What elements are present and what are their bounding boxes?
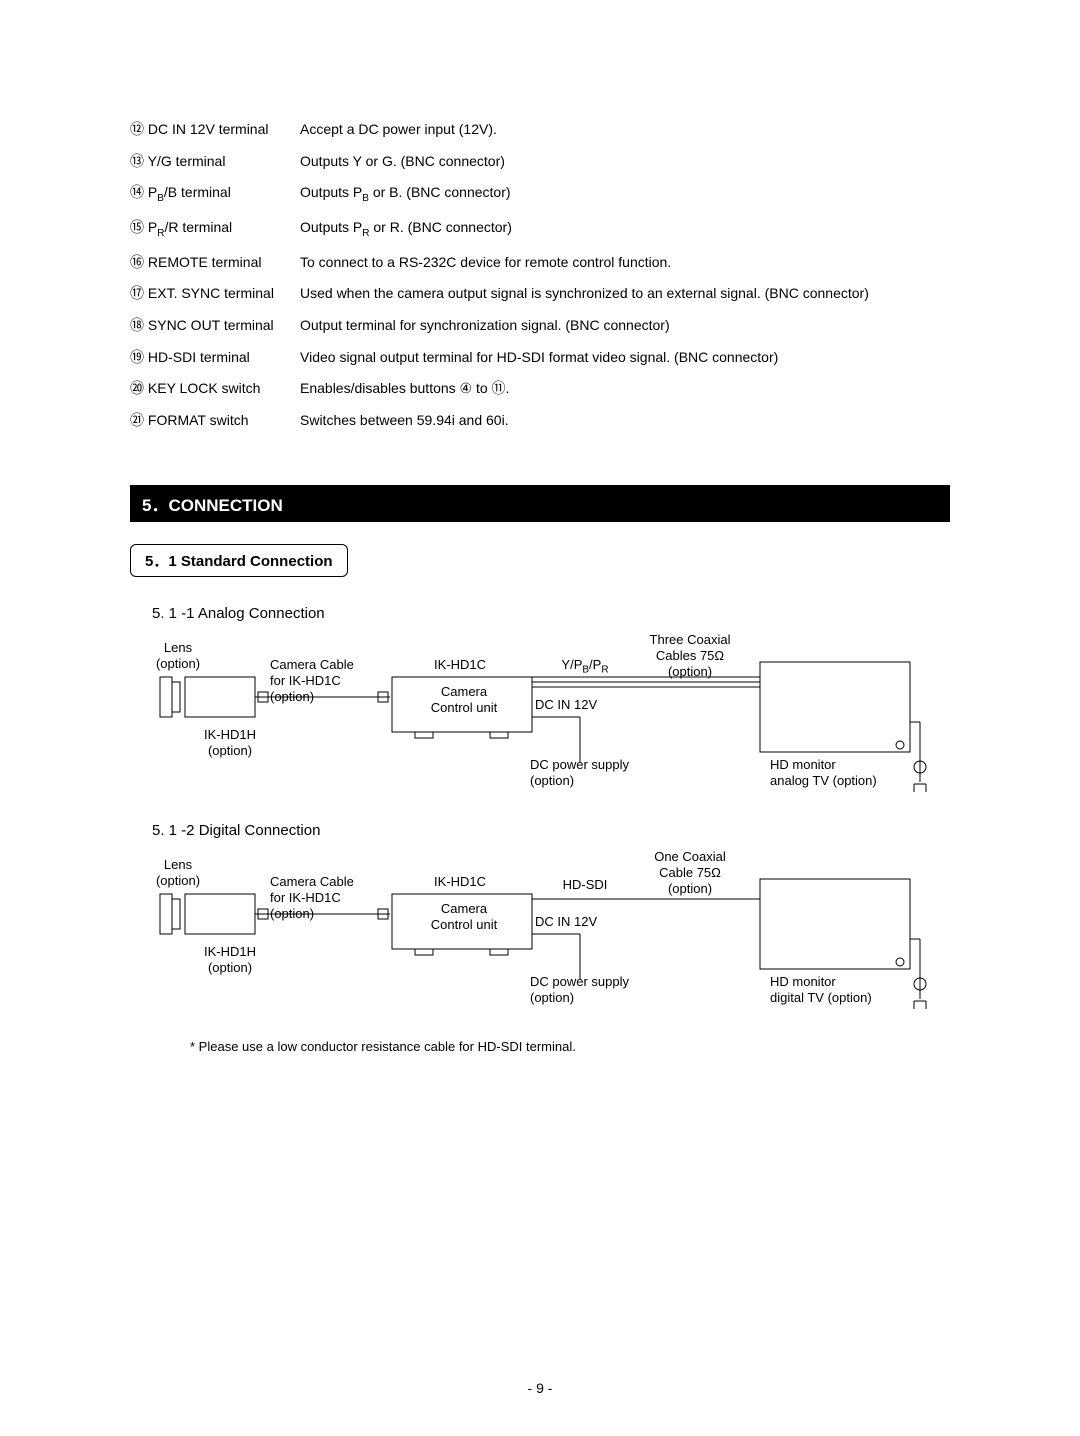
term-name: PR/R terminal	[148, 219, 232, 235]
digital-title: 5. 1 -2 Digital Connection	[152, 822, 950, 839]
term-num: ⑮	[130, 219, 144, 235]
analog-title: 5. 1 -1 Analog Connection	[152, 605, 950, 622]
term-desc: Outputs PB or B. (BNC connector)	[300, 183, 950, 206]
term-desc: To connect to a RS-232C device for remot…	[300, 253, 950, 273]
terminal-list: ⑫ DC IN 12V terminal Accept a DC power i…	[130, 120, 950, 430]
term-name: REMOTE terminal	[148, 254, 262, 270]
term-desc: Outputs Y or G. (BNC connector)	[300, 152, 950, 172]
footnote: * Please use a low conductor resistance …	[190, 1039, 950, 1054]
ccu-sub: CameraControl unit	[414, 684, 514, 715]
term-row: ⑱ SYNC OUT terminal Output terminal for …	[130, 316, 950, 336]
term-name: EXT. SYNC terminal	[148, 285, 274, 301]
term-num: ⑰	[130, 285, 144, 301]
term-desc: Output terminal for synchronization sign…	[300, 316, 950, 336]
term-desc: Outputs PR or R. (BNC connector)	[300, 218, 950, 241]
lens-label: Lens(option)	[148, 857, 208, 888]
dcps-label: DC power supply(option)	[530, 974, 660, 1005]
coax-label: One CoaxialCable 75Ω(option)	[635, 849, 745, 896]
term-row: ㉑ FORMAT switch Switches between 59.94i …	[130, 411, 950, 431]
dcps-label: DC power supply(option)	[530, 757, 660, 788]
term-row: ⑭ PB/B terminal Outputs PB or B. (BNC co…	[130, 183, 950, 206]
monitor-label: HD monitoranalog TV (option)	[770, 757, 920, 788]
head-label: IK-HD1H(option)	[190, 727, 270, 758]
ccu-sub: CameraControl unit	[414, 901, 514, 932]
subsection-heading: 5．1 Standard Connection	[130, 544, 348, 577]
term-desc: Video signal output terminal for HD-SDI …	[300, 348, 950, 368]
term-desc: Enables/disables buttons ④ to ⑪.	[300, 379, 950, 399]
sig-label: Y/PB/PR	[550, 657, 620, 677]
section-heading: 5．CONNECTION	[130, 485, 950, 522]
digital-diagram: Lens(option) Camera Cablefor IK-HD1C(opt…	[130, 849, 950, 1029]
head-label: IK-HD1H(option)	[190, 944, 270, 975]
term-num: ㉑	[130, 412, 144, 428]
term-num: ⑬	[130, 153, 144, 169]
dcin-label: DC IN 12V	[535, 697, 615, 713]
term-num: ⑭	[130, 184, 144, 200]
term-num: ⑯	[130, 254, 144, 270]
ccu-name: IK-HD1C	[420, 657, 500, 673]
ccu-name: IK-HD1C	[420, 874, 500, 890]
term-desc: Switches between 59.94i and 60i.	[300, 411, 950, 431]
term-name: SYNC OUT terminal	[148, 317, 274, 333]
term-name: FORMAT switch	[148, 412, 249, 428]
term-name: HD-SDI terminal	[148, 349, 250, 365]
lens-label: Lens(option)	[148, 640, 208, 671]
sig-label: HD-SDI	[550, 877, 620, 893]
coax-label: Three CoaxialCables 75Ω(option)	[635, 632, 745, 679]
term-num: ⑫	[130, 121, 144, 137]
cable-label: Camera Cablefor IK-HD1C(option)	[270, 657, 380, 704]
term-num: ⑳	[130, 380, 144, 396]
term-desc: Used when the camera output signal is sy…	[300, 284, 950, 304]
monitor-label: HD monitordigital TV (option)	[770, 974, 920, 1005]
page-number: - 9 -	[0, 1380, 1080, 1396]
term-row: ⑯ REMOTE terminal To connect to a RS-232…	[130, 253, 950, 273]
term-name: KEY LOCK switch	[148, 380, 261, 396]
term-row: ⑫ DC IN 12V terminal Accept a DC power i…	[130, 120, 950, 140]
term-row: ⑲ HD-SDI terminal Video signal output te…	[130, 348, 950, 368]
analog-diagram: Lens(option) Camera Cablefor IK-HD1C(opt…	[130, 632, 950, 812]
term-row: ⑮ PR/R terminal Outputs PR or R. (BNC co…	[130, 218, 950, 241]
dcin-label: DC IN 12V	[535, 914, 615, 930]
term-name: PB/B terminal	[148, 184, 231, 200]
term-row: ⑰ EXT. SYNC terminal Used when the camer…	[130, 284, 950, 304]
term-name: Y/G terminal	[148, 153, 226, 169]
term-name: DC IN 12V terminal	[148, 121, 269, 137]
cable-label: Camera Cablefor IK-HD1C(option)	[270, 874, 380, 921]
term-row: ⑳ KEY LOCK switch Enables/disables butto…	[130, 379, 950, 399]
term-num: ⑱	[130, 317, 144, 333]
term-num: ⑲	[130, 349, 144, 365]
term-row: ⑬ Y/G terminal Outputs Y or G. (BNC conn…	[130, 152, 950, 172]
term-desc: Accept a DC power input (12V).	[300, 120, 950, 140]
